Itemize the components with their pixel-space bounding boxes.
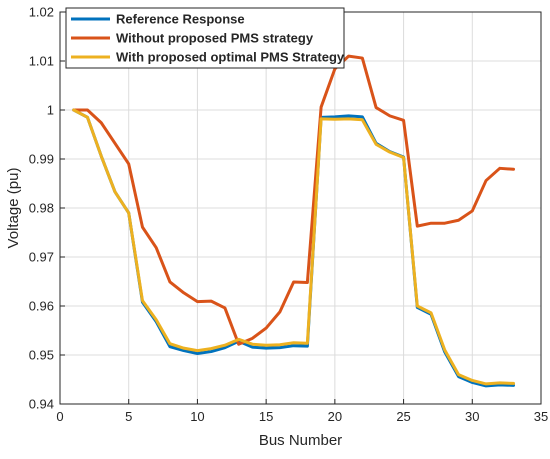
x-tick-label: 0 <box>56 409 63 424</box>
x-tick-label: 15 <box>259 409 273 424</box>
y-tick-label: 0.97 <box>29 250 54 265</box>
series-line-3 <box>72 108 516 386</box>
series-lines <box>72 54 516 388</box>
legend: Reference Response Without proposed PMS s… <box>65 7 345 69</box>
legend-label-2: Without proposed PMS strategy <box>116 31 314 46</box>
y-axis-title: Voltage (pu) <box>5 168 22 249</box>
y-tick-label: 0.99 <box>29 152 54 167</box>
legend-label-1: Reference Response <box>116 12 245 27</box>
y-tick-label: 0.96 <box>29 299 54 314</box>
x-tick-label: 25 <box>396 409 410 424</box>
y-tick-label: 0.95 <box>29 348 54 363</box>
x-axis-title: Bus Number <box>259 432 342 449</box>
x-tick-label: 20 <box>328 409 342 424</box>
x-tick-label: 30 <box>465 409 479 424</box>
y-tick-label: 0.98 <box>29 201 54 216</box>
series-line-2 <box>72 54 516 346</box>
legend-label-3: With proposed optimal PMS Strategy <box>116 50 345 65</box>
legend-box <box>65 7 345 69</box>
y-tick-label: 1.02 <box>29 5 54 20</box>
x-tick-label: 35 <box>534 409 548 424</box>
x-tick-label: 10 <box>190 409 204 424</box>
x-tick-label: 5 <box>125 409 132 424</box>
axis-ticks: 0 5 10 15 20 25 30 35 0.94 0.95 0.96 0.97 0.98 0.99 1 1… <box>29 5 549 425</box>
y-tick-label: 1 <box>47 103 54 118</box>
y-tick-label: 1.01 <box>29 54 54 69</box>
y-tick-label: 0.94 <box>29 397 54 412</box>
